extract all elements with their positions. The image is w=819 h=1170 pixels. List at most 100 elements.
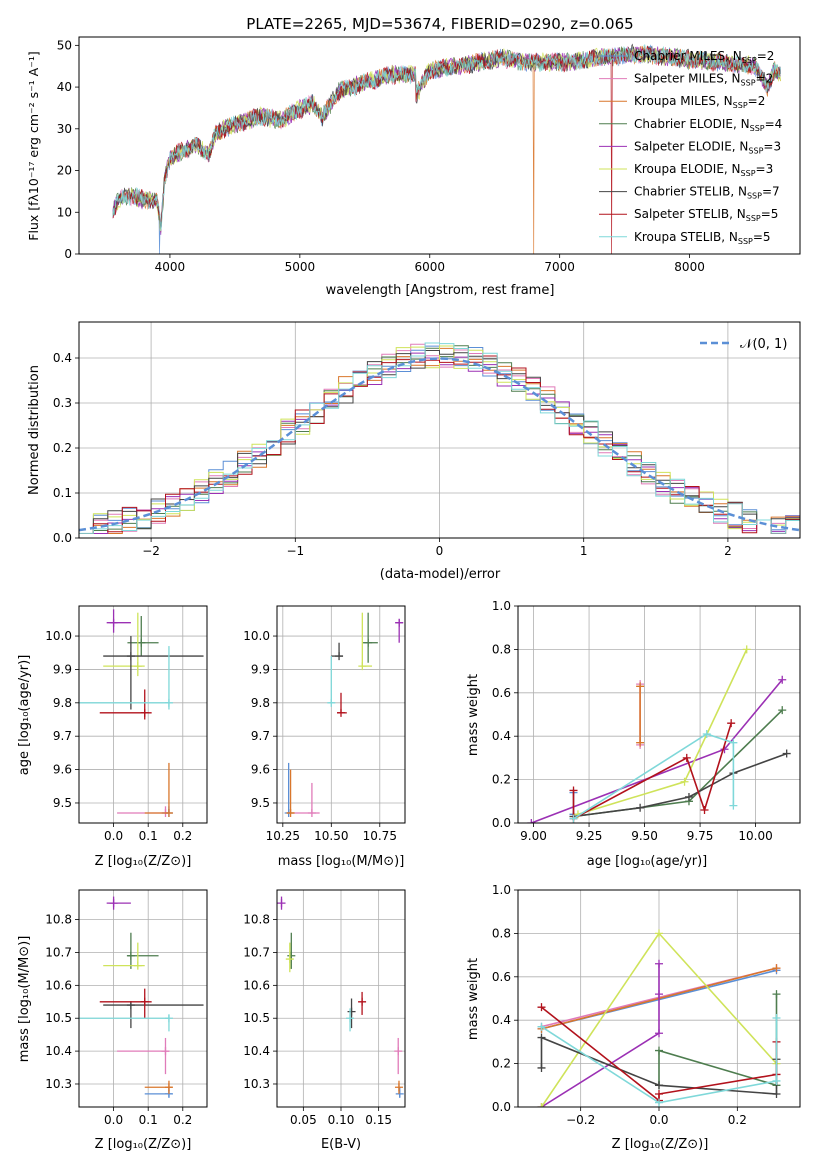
x-tick-label: 0.10 bbox=[328, 1113, 355, 1127]
x-tick-label: 10.00 bbox=[738, 829, 772, 843]
legend-label-main: Kroupa STELIB, N bbox=[634, 230, 738, 244]
data-point bbox=[358, 997, 367, 1006]
data-point bbox=[346, 1014, 355, 1023]
axes-layer: 10.25 10.50 10.75 9.5 9.6 9.7 9.8 9.9 10.0 bbox=[243, 605, 406, 843]
legend-label: Salpeter MILES, NSSP=2 bbox=[634, 72, 773, 88]
y-tick-label: 0.2 bbox=[492, 773, 511, 787]
axes-layer: −0.2 0.0 0.2 0.0 0.2 0.4 0.6 0.8 1.0 bbox=[492, 883, 801, 1127]
weight-marker bbox=[655, 990, 663, 999]
y-tick-label: 9.7 bbox=[53, 729, 72, 743]
y-tick-label: 10.0 bbox=[243, 629, 270, 643]
y-tick-label: 0.6 bbox=[492, 970, 511, 984]
y-tick-label: 0.0 bbox=[492, 816, 511, 830]
axes-frame bbox=[78, 889, 208, 1108]
data-point bbox=[337, 708, 345, 717]
weight-marker bbox=[655, 1081, 663, 1090]
data-point bbox=[126, 652, 135, 661]
weight-vs-age-xlabel: age [log₁₀(age/yr)] bbox=[587, 854, 708, 869]
data-point bbox=[164, 698, 173, 707]
plot-area bbox=[79, 896, 204, 1098]
y-tick-label: 0.6 bbox=[492, 686, 511, 700]
y-tick-label: 0.8 bbox=[492, 926, 511, 940]
legend-label: Salpeter STELIB, NSSP=5 bbox=[634, 207, 778, 223]
data-point bbox=[133, 961, 142, 970]
weight-marker bbox=[569, 786, 578, 795]
legend-label-sub: SSP bbox=[747, 192, 762, 201]
x-tick-label: 10.50 bbox=[314, 829, 348, 843]
y-tick-label: 9.7 bbox=[251, 729, 270, 743]
y-tick-label: 30 bbox=[57, 122, 72, 136]
legend-label-sub: SSP bbox=[741, 79, 756, 88]
spectrum-line bbox=[112, 45, 781, 254]
legend-label: Kroupa MILES, NSSP=2 bbox=[634, 94, 765, 110]
weight-vs-metallicity-ylabel: mass weight bbox=[466, 958, 481, 1040]
y-tick-label: 9.8 bbox=[251, 696, 270, 710]
legend-label: Chabrier STELIB, NSSP=7 bbox=[634, 185, 780, 201]
x-tick-label: 10.75 bbox=[363, 829, 397, 843]
data-point bbox=[164, 1083, 173, 1092]
weight-marker bbox=[655, 1098, 663, 1107]
mass-vs-ebv-xlabel: E(B-V) bbox=[321, 1137, 361, 1152]
y-tick-label: 10.5 bbox=[45, 1011, 72, 1025]
legend-label-main: Chabrier MILES, N bbox=[634, 49, 742, 63]
weight-marker bbox=[772, 990, 781, 999]
plot-area bbox=[79, 609, 204, 817]
weight-marker bbox=[655, 929, 663, 938]
data-point bbox=[140, 997, 149, 1006]
legend-label-sub: SSP bbox=[742, 56, 757, 65]
legend-label-tail: =2 bbox=[756, 72, 774, 86]
weight-series-line bbox=[541, 1018, 778, 1104]
spectrum-panel: 4000 5000 6000 7000 8000 0 10 20 30 40 50 bbox=[57, 36, 801, 274]
weight-marker bbox=[636, 682, 645, 691]
x-tick-label: 0.1 bbox=[139, 1113, 158, 1127]
age-vs-metallicity-panel: 0.0 0.1 0.2 9.5 9.6 9.7 9.8 9.9 10.0 bbox=[45, 605, 208, 843]
y-tick-label: 10.6 bbox=[243, 978, 270, 992]
legend-label-tail: =5 bbox=[753, 230, 771, 244]
y-tick-label: 40 bbox=[57, 80, 72, 94]
legend-label: Kroupa ELODIE, NSSP=3 bbox=[634, 162, 773, 178]
data-point bbox=[137, 638, 146, 647]
x-tick-label: 10.25 bbox=[266, 829, 300, 843]
residual-histogram bbox=[79, 350, 800, 534]
axes-frame bbox=[78, 36, 801, 255]
y-tick-label: 9.9 bbox=[251, 662, 270, 676]
y-tick-label: 10.3 bbox=[243, 1077, 270, 1091]
legend-label-tail: =2 bbox=[748, 94, 766, 108]
y-tick-label: 10.8 bbox=[45, 913, 72, 927]
grid-lines bbox=[277, 606, 405, 823]
y-tick-label: 10.7 bbox=[243, 945, 270, 959]
residual-histogram bbox=[79, 345, 800, 534]
data-point bbox=[286, 808, 295, 817]
y-tick-label: 10.5 bbox=[243, 1011, 270, 1025]
x-tick-label: 2 bbox=[724, 544, 732, 558]
y-tick-label: 0.0 bbox=[53, 531, 72, 545]
legend-label-main: Kroupa MILES, N bbox=[634, 94, 733, 108]
legend-label-tail: =4 bbox=[765, 117, 783, 131]
axes-layer: 0.0 0.1 0.2 10.3 10.4 10.5 10.6 10.7 10.8 bbox=[45, 889, 208, 1127]
weight-marker bbox=[727, 719, 736, 728]
y-tick-label: 9.6 bbox=[251, 763, 270, 777]
weight-vs-metallicity-panel: −0.2 0.0 0.2 0.0 0.2 0.4 0.6 0.8 1.0 bbox=[492, 883, 801, 1127]
spectrum-line bbox=[112, 43, 781, 230]
weight-marker bbox=[680, 777, 689, 786]
data-point bbox=[335, 652, 344, 661]
mass-vs-metallicity-xlabel: Z [log₁₀(Z/Z⊙)] bbox=[95, 1137, 192, 1152]
weight-marker bbox=[682, 753, 691, 762]
data-point bbox=[307, 808, 316, 817]
legend-label: Chabrier ELODIE, NSSP=4 bbox=[634, 117, 782, 133]
y-tick-label: 0.4 bbox=[53, 351, 72, 365]
x-tick-label: 9.75 bbox=[687, 829, 714, 843]
data-point bbox=[277, 899, 286, 908]
plot-area bbox=[112, 43, 781, 254]
data-point bbox=[364, 638, 373, 647]
weight-marker bbox=[636, 803, 645, 812]
axes-frame bbox=[517, 605, 801, 824]
y-tick-label: 1.0 bbox=[492, 599, 511, 613]
legend-label-tail: =7 bbox=[762, 185, 780, 199]
y-tick-label: 0.1 bbox=[53, 486, 72, 500]
x-tick-label: −2 bbox=[142, 544, 160, 558]
y-tick-label: 0.4 bbox=[492, 729, 511, 743]
y-tick-label: 10.4 bbox=[45, 1044, 72, 1058]
x-tick-label: 0.15 bbox=[365, 1113, 392, 1127]
x-tick-label: −1 bbox=[286, 544, 304, 558]
